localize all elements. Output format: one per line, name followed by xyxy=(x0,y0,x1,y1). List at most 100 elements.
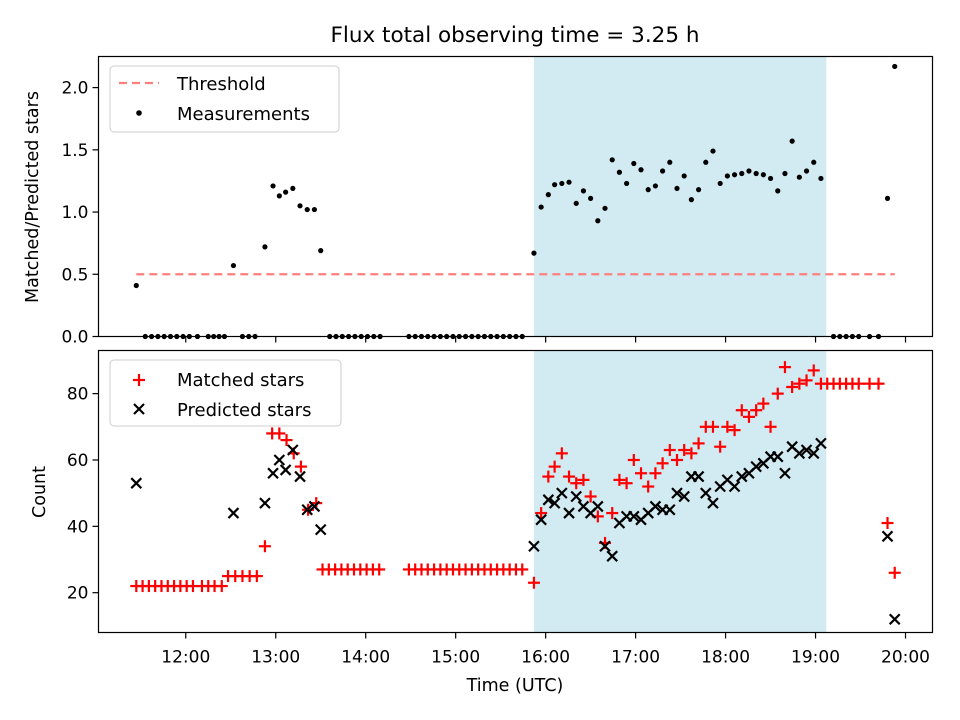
predicted-star-point xyxy=(294,470,306,483)
x-tick-label: 20:00 xyxy=(881,648,930,668)
matched-star-point xyxy=(294,460,307,473)
measurement-point xyxy=(595,218,601,224)
measurement-point xyxy=(588,195,594,201)
matched-star-point xyxy=(273,427,286,440)
matched-star-point xyxy=(627,453,640,466)
matched-star-point xyxy=(258,540,271,553)
measurement-point xyxy=(796,174,802,180)
measurement-point xyxy=(552,182,558,188)
measurement-point xyxy=(760,172,766,178)
measurement-point xyxy=(695,187,702,193)
matched-star-point xyxy=(606,507,619,520)
y-tick-label: 1.5 xyxy=(61,141,88,161)
predicted-star-point xyxy=(287,444,299,456)
top-legend: Threshold Measurements xyxy=(109,65,340,133)
x-tick-label: 16:00 xyxy=(521,648,570,668)
matched-star-point xyxy=(280,434,293,447)
measurement-point xyxy=(789,138,795,144)
matched-star-point xyxy=(757,397,770,410)
matched-star-point xyxy=(692,437,705,450)
figure-title: Flux total observing time = 3.25 h xyxy=(331,23,700,48)
matched-star-point xyxy=(373,563,386,576)
predicted-star-point xyxy=(535,513,547,526)
predicted-legend-swatch xyxy=(133,403,145,415)
y-tick-label: 60 xyxy=(67,451,89,471)
x-tick-label: 12:00 xyxy=(161,648,210,668)
predicted-star-point xyxy=(267,467,279,480)
top-shaded-interval xyxy=(533,56,827,337)
matched-star-point xyxy=(649,467,662,480)
threshold-legend-label: Threshold xyxy=(176,74,266,95)
bottom-y-axis-label: Count xyxy=(30,466,50,518)
matched-star-point xyxy=(881,517,894,530)
measurement-point xyxy=(892,63,898,70)
bottom-y-axis: 20 40 60 80 xyxy=(67,385,99,604)
predicted-star-point xyxy=(735,470,748,483)
top-axes-frame xyxy=(97,55,934,338)
measurement-point xyxy=(652,183,658,189)
measurement-point xyxy=(724,173,730,179)
measurement-point xyxy=(262,244,268,250)
predicted-star-point xyxy=(542,494,555,506)
matched-star-point xyxy=(793,377,806,390)
y-tick-label: 0.0 xyxy=(61,328,88,348)
y-tick-label: 2.0 xyxy=(61,79,88,99)
predicted-star-point xyxy=(692,470,705,483)
measurement-point xyxy=(311,206,318,213)
predicted-star-point xyxy=(750,460,762,473)
top-y-axis-label: Matched/Predicted stars xyxy=(23,91,43,303)
matched-star-point xyxy=(735,404,748,417)
top-plot-area xyxy=(133,63,898,340)
matched-star-point xyxy=(542,470,555,483)
measurement-point xyxy=(688,197,694,203)
matched-star-point xyxy=(577,473,590,486)
predicted-star-point xyxy=(592,500,604,513)
matched-star-point xyxy=(516,563,529,576)
measurement-point xyxy=(681,173,687,179)
bottom-legend: Matched stars Predicted stars xyxy=(109,359,342,427)
predicted-star-point xyxy=(314,523,327,536)
matched-star-point xyxy=(584,490,597,503)
matched-star-point xyxy=(742,410,755,423)
matched-star-point xyxy=(663,444,676,457)
x-tick-label: 18:00 xyxy=(701,648,750,668)
matched-star-point xyxy=(750,404,763,417)
predicted-star-point xyxy=(259,497,271,509)
measurements-legend-label: Measurements xyxy=(177,104,310,125)
matched-star-point xyxy=(685,447,698,460)
matched-star-point xyxy=(642,480,655,493)
predicted-star-point xyxy=(301,503,314,516)
matched-legend-swatch xyxy=(133,374,145,386)
predicted-star-point xyxy=(771,450,784,463)
measurement-point xyxy=(566,179,572,185)
measurement-point xyxy=(775,188,781,194)
predicted-star-point xyxy=(888,613,901,626)
measurement-point xyxy=(133,282,139,289)
matched-star-point xyxy=(656,457,669,470)
matched-star-point xyxy=(872,377,885,390)
predicted-star-point xyxy=(800,444,813,456)
predicted-star-point xyxy=(556,487,568,499)
measurement-point xyxy=(667,159,673,165)
matched-star-point xyxy=(778,361,791,374)
matched-star-point xyxy=(786,380,799,393)
measurement-point xyxy=(631,160,637,167)
measurement-point xyxy=(538,204,544,210)
top-legend-box xyxy=(109,65,340,133)
matched-star-point xyxy=(771,387,784,400)
measurement-point xyxy=(767,175,774,182)
measurement-point xyxy=(645,187,651,193)
predicted-star-point xyxy=(279,464,292,476)
predicted-star-point xyxy=(599,540,611,553)
y-tick-label: 40 xyxy=(67,517,89,537)
measurement-point xyxy=(638,167,644,173)
matched-star-point xyxy=(728,424,741,437)
predicted-star-point xyxy=(793,447,806,460)
predicted-star-point xyxy=(308,500,321,513)
measurement-point xyxy=(703,159,709,165)
predicted-star-point xyxy=(528,540,540,553)
matched-star-point xyxy=(548,460,561,473)
measurement-point xyxy=(710,148,716,154)
predicted-star-point xyxy=(664,503,676,516)
